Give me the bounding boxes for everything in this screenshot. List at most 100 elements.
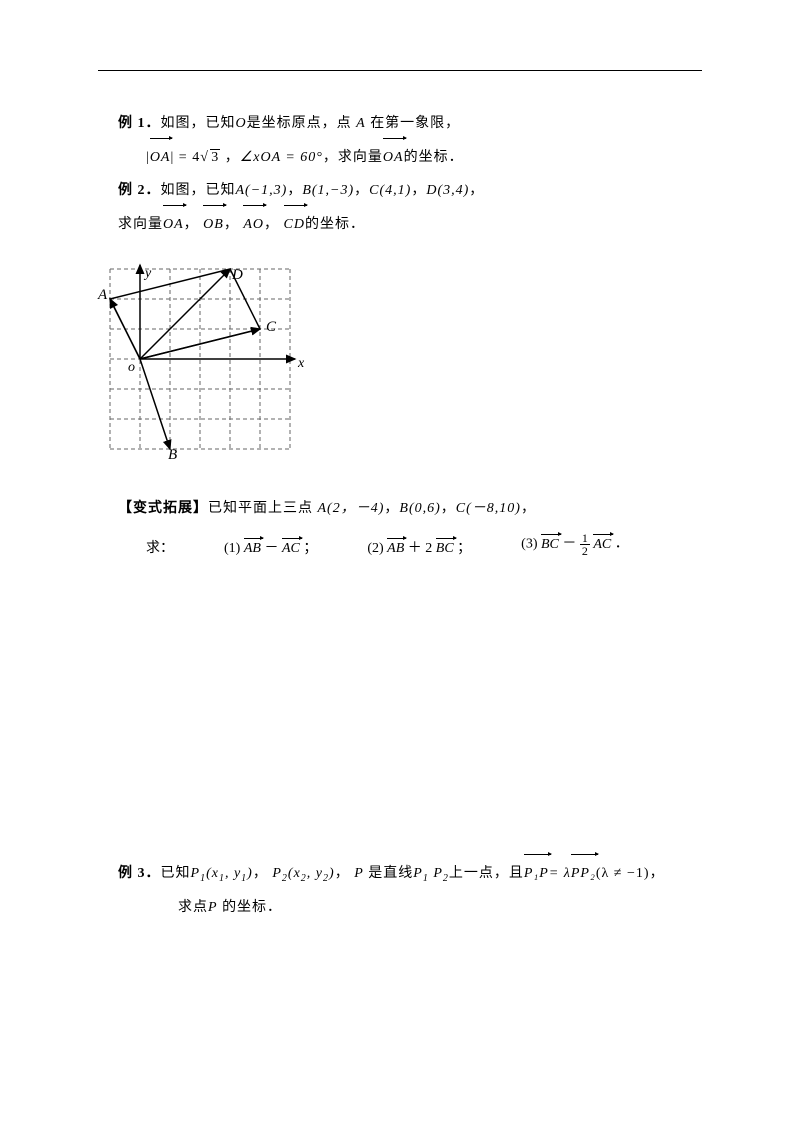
example2-line2: 求向量 OA ， OB ， AO ， CD 的坐标． (90, 208, 710, 242)
vec-OB: OB (203, 208, 224, 242)
ex1-label: 例 1． (118, 107, 161, 141)
ex1-A: A (356, 107, 366, 141)
var-item1: (1) AB － AC ； (224, 537, 317, 557)
lbl-o: o (128, 360, 135, 375)
ex3-t2: 是直线 (368, 857, 413, 891)
ex3-P2m: , y (307, 866, 323, 881)
vec-AC-2: AC (593, 537, 611, 553)
frac-half: 1 2 (580, 532, 590, 557)
ex3-P: P (354, 857, 364, 891)
lbl-C: C (266, 319, 277, 335)
ex1-sqrt: 3 (200, 141, 220, 175)
ex3-P1: P1(x1, y1) (191, 857, 253, 891)
var-i2: (2) (367, 541, 383, 556)
var-label: 【变式拓展】 (118, 492, 208, 526)
lbl-y: y (143, 266, 152, 281)
ex3-cond: (λ ≠ −1) (596, 857, 650, 891)
ex1-sqrtval: 3 (210, 149, 220, 165)
ex3-P1a: (x (206, 866, 219, 881)
ex2-s4: ， (469, 174, 484, 208)
ex1-O: O (236, 107, 247, 141)
var-i1: (1) (224, 541, 240, 556)
ex3-t4: 求点 (178, 891, 208, 925)
variant-row: 求： (1) AB － AC ； (2) AB ＋ 2 BC ； (3) BC … (90, 532, 710, 557)
var-A: A(2，－4) (318, 492, 385, 526)
var-s1: ， (384, 492, 399, 526)
var-s3: ， (521, 492, 536, 526)
ex3-label: 例 3． (118, 857, 161, 891)
vec-AC-1: AC (282, 541, 300, 557)
example1-line1: 例 1． 如图，已知 O 是坐标原点，点 A 在第一象限， (90, 107, 710, 141)
ex2-s3: ， (411, 174, 426, 208)
var-minus2: － (562, 537, 576, 552)
ex2-s7: ， (264, 208, 279, 242)
var-term2: ； (457, 541, 471, 556)
vec-BC-2: BC (541, 537, 559, 553)
var-i3: (3) (521, 537, 537, 552)
ex1-angle: ∠xOA = 60° (240, 141, 323, 175)
frac-den: 2 (580, 545, 590, 557)
vec-PP2: PP₂ (571, 857, 596, 891)
vec-AB-1: AB (244, 541, 261, 557)
ex3-P1P2: P1 P2 (413, 857, 449, 891)
example1-line2: | OA | = 43 ， ∠xOA = 60° ，求向量 OA 的坐标． (90, 141, 710, 175)
var-s2: ， (441, 492, 456, 526)
ex2-t3: 的坐标． (305, 208, 365, 242)
ex2-label: 例 2． (118, 174, 161, 208)
var-dot: ． (615, 537, 629, 552)
vec-CD: CD (284, 208, 305, 242)
var-minus1: － (264, 541, 278, 556)
var-t1: 已知平面上三点 (208, 492, 313, 526)
ex2-t2: 求向量 (118, 208, 163, 242)
ex3-s1: ， (253, 857, 268, 891)
lbl-x: x (297, 356, 305, 371)
ex2-C: C(4,1) (369, 174, 411, 208)
var-plus: ＋ (408, 541, 422, 556)
var-term1: ； (303, 541, 317, 556)
lbl-A: A (97, 287, 108, 303)
ex1-t3: 在第一象限， (370, 107, 460, 141)
var-two: 2 (425, 541, 432, 556)
ex2-s5: ， (184, 208, 199, 242)
ex2-B: B(1,−3) (302, 174, 354, 208)
ex3-t5: 的坐标． (222, 891, 282, 925)
var-item2: (2) AB ＋ 2 BC ； (367, 537, 471, 557)
var-C: C(－8,10) (456, 492, 521, 526)
example3-line2: 求点 P 的坐标． (90, 891, 710, 925)
vec-P1P: P₁P (524, 857, 549, 891)
ex1-t4a: ，求向量 (323, 141, 383, 175)
vec-AB-2: AB (387, 541, 404, 557)
var-B: B(0,6) (399, 492, 440, 526)
var-qiu: 求： (146, 537, 174, 557)
vec-BC-1: BC (436, 541, 454, 557)
ex2-s2: ， (354, 174, 369, 208)
vec-AO: AO (243, 208, 264, 242)
ex1-magsuf: | = (170, 141, 187, 175)
ex1-c1: ， (225, 141, 240, 175)
vec-OA-3: OA (163, 208, 184, 242)
lbl-D: D (231, 267, 243, 283)
ex3-P2a: (x (288, 866, 301, 881)
ex3-s3: ， (650, 857, 665, 891)
spacer (90, 557, 710, 857)
var-item3: (3) BC － 1 2 AC ． (521, 532, 629, 557)
ex3-s2: ， (335, 857, 350, 891)
ex2-D: D(3,4) (426, 174, 469, 208)
ex2-s1: ， (287, 174, 302, 208)
ex3-t3: 上一点，且 (449, 857, 524, 891)
lbl-B: B (168, 447, 177, 459)
diagram-svg: A D C B o x y (90, 259, 320, 459)
example3-line1: 例 3． 已知 P1(x1, y1) ， P2(x2, y2) ， P 是直线 … (90, 857, 710, 891)
ex1-magval: 4 (192, 141, 200, 175)
ex3-t1: 已知 (161, 857, 191, 891)
ex3-lp2: P (433, 866, 443, 881)
variant-line1: 【变式拓展】 已知平面上三点 A(2，－4) ， B(0,6) ， C(－8,1… (90, 492, 710, 526)
ex1-t2: 是坐标原点，点 (247, 107, 352, 141)
vec-OA-2: OA (383, 141, 404, 175)
vec-OA-1: OA (150, 141, 171, 175)
top-rule (98, 70, 702, 71)
ex2-A: A(−1,3) (236, 174, 288, 208)
ex3-eq: = λ (549, 857, 571, 891)
ex3-P1l: P (191, 866, 201, 881)
ex3-P2: P2(x2, y2) (272, 857, 334, 891)
